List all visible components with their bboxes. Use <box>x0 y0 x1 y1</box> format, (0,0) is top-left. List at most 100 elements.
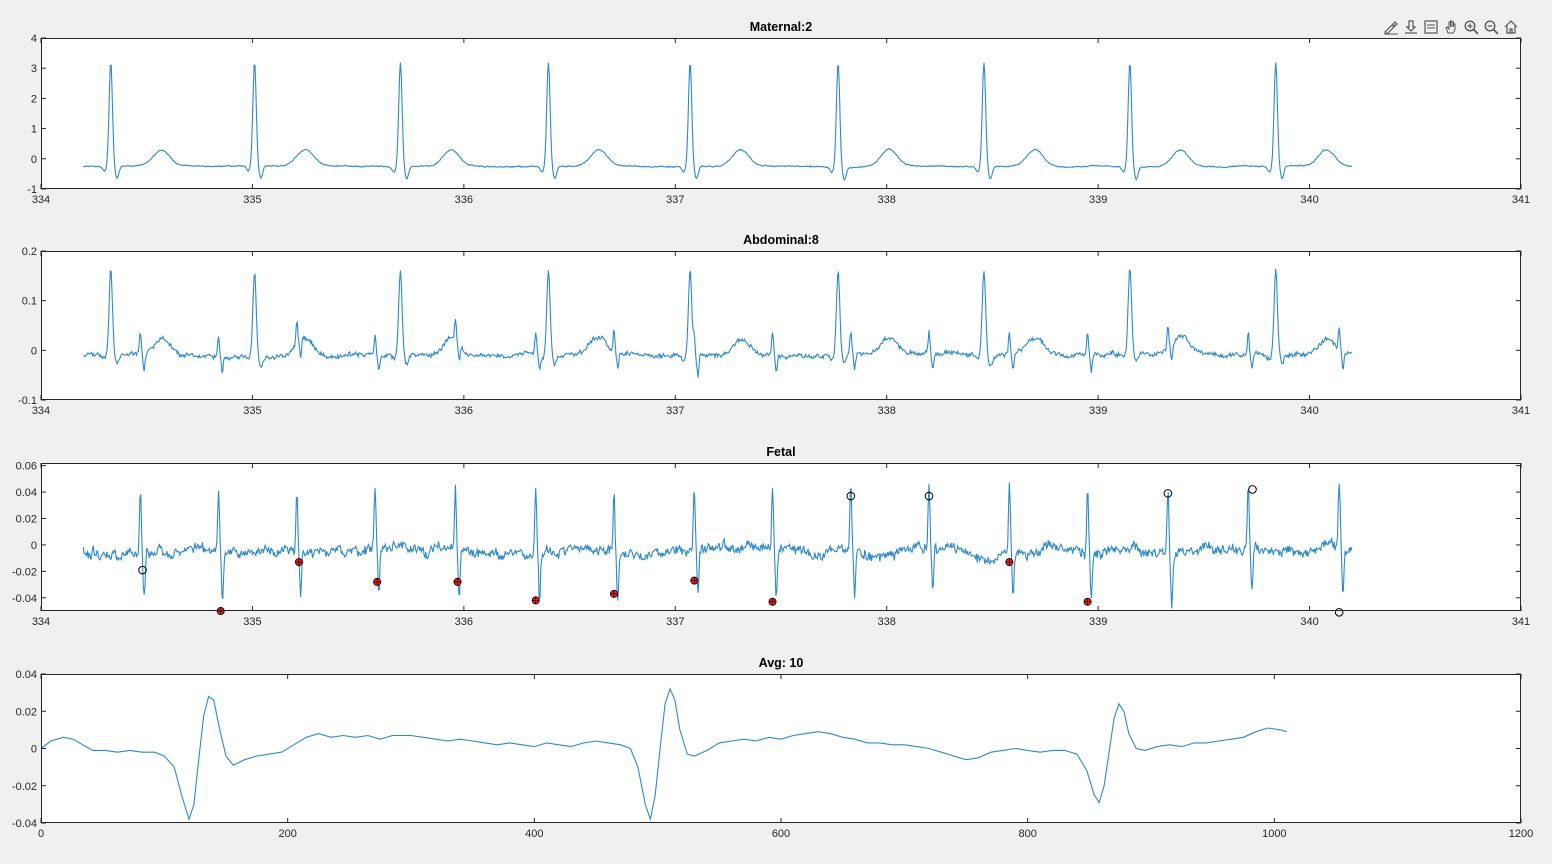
pan-hand-button[interactable] <box>1442 17 1460 37</box>
zoom-in-button[interactable] <box>1462 17 1480 37</box>
x-tick-label: 338 <box>878 616 896 628</box>
axes-frame <box>41 251 1521 400</box>
y-tick-label: 0.02 <box>16 514 37 526</box>
peak-marker-black <box>138 565 147 575</box>
y-tick-label: 0.2 <box>22 246 37 258</box>
x-tick-label: 200 <box>278 828 296 840</box>
peak-marker-black <box>924 491 934 501</box>
axes-frame <box>41 38 1521 189</box>
y-tick-label: 1 <box>31 124 37 136</box>
series-line <box>41 687 1287 822</box>
x-tick-label: 341 <box>1512 616 1530 628</box>
y-tick-label: 0.1 <box>22 296 37 308</box>
x-tick-label: 338 <box>878 194 896 206</box>
x-tick-label: 800 <box>1018 828 1036 840</box>
axes-toolbar <box>1382 17 1520 37</box>
y-tick-label: 0 <box>31 744 37 756</box>
subplot-3: 334 335 336 337 338 339 340 341 -0.04 -0.02 0 0.02 0… <box>12 445 1530 628</box>
subplot-title: Fetal <box>766 445 795 459</box>
x-tick-label: 339 <box>1089 194 1107 206</box>
y-tick-label: 0.04 <box>16 669 37 681</box>
x-tick-label: 339 <box>1089 616 1107 628</box>
x-tick-label: 336 <box>455 194 473 206</box>
x-tick-label: 336 <box>455 616 473 628</box>
home-icon <box>1504 20 1518 34</box>
x-tick-label: 400 <box>525 828 543 840</box>
y-tick-label: -0.04 <box>12 818 37 830</box>
peak-marker-black <box>1248 485 1257 494</box>
axes-background[interactable] <box>41 674 1521 823</box>
series-line <box>82 482 1353 609</box>
x-tick-label: 340 <box>1300 616 1318 628</box>
x-tick-label: 600 <box>772 828 790 840</box>
peak-marker-black <box>1163 489 1173 498</box>
y-tick-label: 4 <box>31 33 37 45</box>
x-tick-label: 0 <box>38 828 44 840</box>
peak-marker-red <box>294 558 303 567</box>
x-tick-label: 337 <box>666 616 684 628</box>
y-tick-label: 0 <box>31 540 37 552</box>
subplot-title: Avg: 10 <box>759 656 804 670</box>
y-tick-label: -1 <box>27 184 37 196</box>
subplot-4: 0 200 400 600 800 1000 1200 -0.04 -0.02 0 0.02 0.04… <box>12 656 1533 840</box>
y-tick-label: -0.04 <box>12 593 37 605</box>
peak-marker-red <box>531 596 540 605</box>
x-tick-label: 334 <box>32 616 50 628</box>
y-tick-label: 0.04 <box>16 487 37 499</box>
x-tick-label: 341 <box>1512 194 1530 206</box>
series-line <box>82 62 1352 182</box>
peak-marker-red <box>690 576 699 585</box>
y-tick-label: 2 <box>31 93 37 105</box>
x-tick-label: 335 <box>243 194 261 206</box>
zoom-in-icon <box>1464 20 1479 35</box>
x-tick-label: 337 <box>666 405 684 417</box>
peak-marker-red <box>453 577 462 586</box>
brush-button[interactable] <box>1382 17 1400 37</box>
axes-background[interactable] <box>41 463 1521 611</box>
home-button[interactable] <box>1502 17 1520 37</box>
datatip-button[interactable] <box>1402 17 1420 37</box>
peak-marker-red <box>1083 597 1092 606</box>
peak-marker-red <box>609 589 618 598</box>
subplot-2: 334 335 336 337 338 339 340 341 -0.1 0 0.1 0.2 Abdom… <box>18 233 1530 417</box>
pan-hand-icon <box>1445 20 1456 34</box>
peak-marker-black <box>1334 608 1344 617</box>
x-tick-label: 341 <box>1512 405 1530 417</box>
peak-marker-red <box>373 577 382 586</box>
y-tick-label: -0.1 <box>18 395 37 407</box>
y-tick-label: -0.02 <box>12 781 37 793</box>
x-tick-label: 1000 <box>1262 828 1286 840</box>
x-tick-label: 340 <box>1300 405 1318 417</box>
peak-marker-red <box>768 597 777 606</box>
x-tick-label: 335 <box>243 405 261 417</box>
x-tick-label: 334 <box>32 405 50 417</box>
y-tick-label: 0.02 <box>16 706 37 718</box>
x-tick-label: 338 <box>878 405 896 417</box>
data-cursor-icon <box>1424 20 1438 34</box>
peak-marker-red <box>1005 558 1014 567</box>
datatip-icon <box>1405 20 1417 34</box>
x-tick-label: 1200 <box>1509 828 1533 840</box>
axes-background[interactable] <box>41 251 1521 400</box>
x-tick-label: 336 <box>455 405 473 417</box>
axes-frame <box>41 463 1521 611</box>
x-tick-label: 340 <box>1300 194 1318 206</box>
zoom-out-icon <box>1484 20 1499 35</box>
data-cursor-button[interactable] <box>1422 17 1440 37</box>
subplot-title: Abdominal:8 <box>743 233 819 247</box>
brush-icon <box>1384 21 1398 35</box>
subplot-1: 334 335 336 337 338 339 340 341 -1 0 1 2 3 4 Maternal:… <box>27 20 1530 206</box>
x-tick-label: 337 <box>666 194 684 206</box>
zoom-out-button[interactable] <box>1482 17 1500 37</box>
y-tick-label: 0 <box>31 345 37 357</box>
subplot-title: Maternal:2 <box>750 20 813 34</box>
y-tick-label: -0.02 <box>12 566 37 578</box>
peak-marker-black <box>846 491 856 501</box>
x-tick-label: 335 <box>243 616 261 628</box>
y-tick-label: 0.06 <box>16 461 37 473</box>
x-tick-label: 334 <box>32 194 50 206</box>
series-line <box>83 268 1353 378</box>
y-tick-label: 3 <box>31 63 37 75</box>
y-tick-label: 0 <box>31 154 37 166</box>
